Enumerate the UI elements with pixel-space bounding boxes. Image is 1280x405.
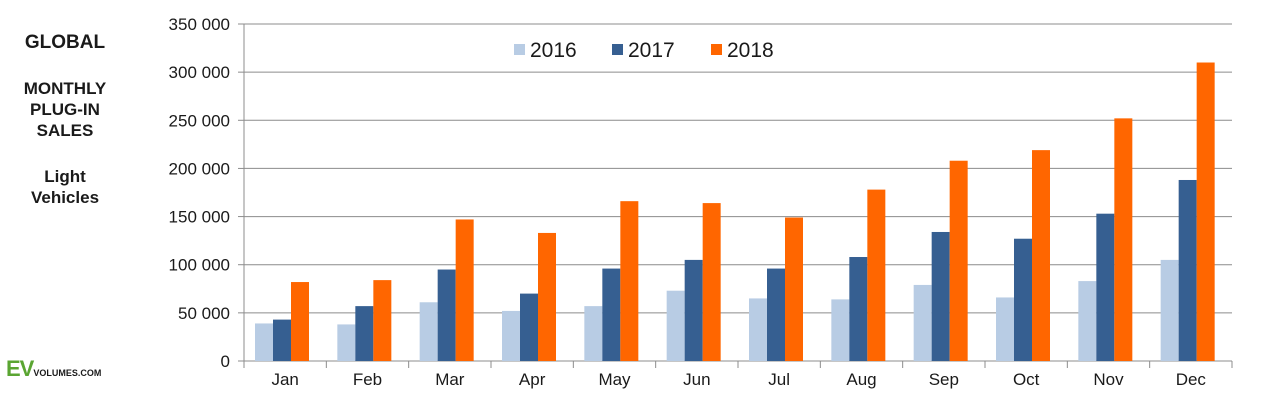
y-tick-label: 150 000 [169, 208, 230, 227]
y-tick-label: 250 000 [169, 111, 230, 130]
bar-2018-jan [291, 282, 309, 361]
x-tick-label: Jul [768, 370, 790, 389]
bar-2017-nov [1096, 213, 1115, 361]
bar-2017-apr [520, 293, 538, 361]
x-tick-label: Mar [435, 370, 465, 389]
x-tick-label: Jan [271, 370, 298, 389]
y-tick-label: 200 000 [169, 159, 230, 178]
legend-swatch-2017 [612, 44, 623, 55]
y-tick-label: 350 000 [169, 15, 230, 34]
legend-label-2017: 2017 [628, 39, 675, 62]
bar-2018-apr [538, 232, 556, 361]
legend-swatch-2016 [514, 44, 525, 55]
bar-2018-feb [373, 280, 392, 361]
x-tick-label: Jun [683, 370, 710, 389]
x-tick-label: Nov [1093, 370, 1124, 389]
bar-2016-apr [502, 310, 520, 361]
side-title-sales: SALES [36, 121, 94, 140]
bar-2018-jun [702, 203, 721, 361]
bar-2017-aug [849, 257, 868, 361]
side-title-monthly-sales: MONTHLY PLUG-IN SALES [0, 78, 130, 141]
logo-ev: EV [6, 356, 34, 381]
y-tick-label: 300 000 [169, 63, 230, 82]
y-tick-label: 50 000 [178, 304, 230, 323]
side-title-monthly: MONTHLY [23, 79, 107, 98]
bar-2016-jul [749, 298, 767, 361]
side-title-light-vehicles: Light Vehicles [0, 166, 130, 208]
bar-2018-nov [1114, 118, 1133, 361]
legend-swatch-2018 [711, 44, 722, 55]
bar-2017-jul [767, 268, 785, 361]
bar-2016-jun [666, 290, 685, 361]
bar-2017-may [602, 268, 621, 361]
x-tick-label: Feb [353, 370, 382, 389]
bar-2018-oct [1032, 150, 1050, 361]
bar-2017-mar [437, 269, 456, 361]
side-title-global: GLOBAL [24, 32, 106, 53]
x-tick-label: Sep [929, 370, 959, 389]
bar-2016-dec [1160, 259, 1179, 361]
bar-2018-sep [949, 160, 968, 361]
bar-2017-oct [1014, 238, 1032, 361]
x-tick-label: Dec [1176, 370, 1207, 389]
bar-2016-sep [913, 284, 932, 361]
bar-2016-feb [337, 324, 356, 361]
bar-2016-jan [255, 323, 273, 361]
logo-volumes: VOLUMES.COM [33, 368, 102, 378]
bar-2018-dec [1196, 62, 1215, 362]
x-tick-label: Aug [846, 370, 876, 389]
x-tick-label: Oct [1013, 370, 1040, 389]
legend-label-2018: 2018 [727, 39, 774, 62]
y-tick-label: 100 000 [169, 256, 230, 275]
legend-label-2016: 2016 [530, 39, 577, 62]
bar-2018-aug [867, 189, 886, 361]
x-tick-label: May [598, 370, 631, 389]
side-title-vehicles: Vehicles [30, 188, 100, 207]
bar-2018-may [620, 201, 639, 361]
bar-2016-oct [996, 297, 1014, 361]
y-tick-label: 0 [221, 352, 230, 371]
bar-2018-jul [785, 217, 803, 361]
bar-2016-nov [1078, 281, 1097, 361]
bar-2017-feb [355, 306, 374, 361]
bar-2017-jun [684, 259, 703, 361]
bar-2017-jan [273, 319, 291, 361]
bar-2016-aug [831, 299, 850, 361]
x-tick-label: Apr [519, 370, 546, 389]
ev-volumes-logo: EVVOLUMES.COM [6, 356, 101, 382]
bar-2018-mar [455, 219, 474, 361]
side-title-plugin: PLUG-IN [30, 100, 100, 119]
bar-2016-may [584, 306, 603, 361]
bar-2017-sep [931, 231, 950, 361]
bar-2017-dec [1178, 179, 1197, 361]
side-title-light: Light [44, 167, 86, 186]
bar-2016-mar [419, 302, 438, 361]
